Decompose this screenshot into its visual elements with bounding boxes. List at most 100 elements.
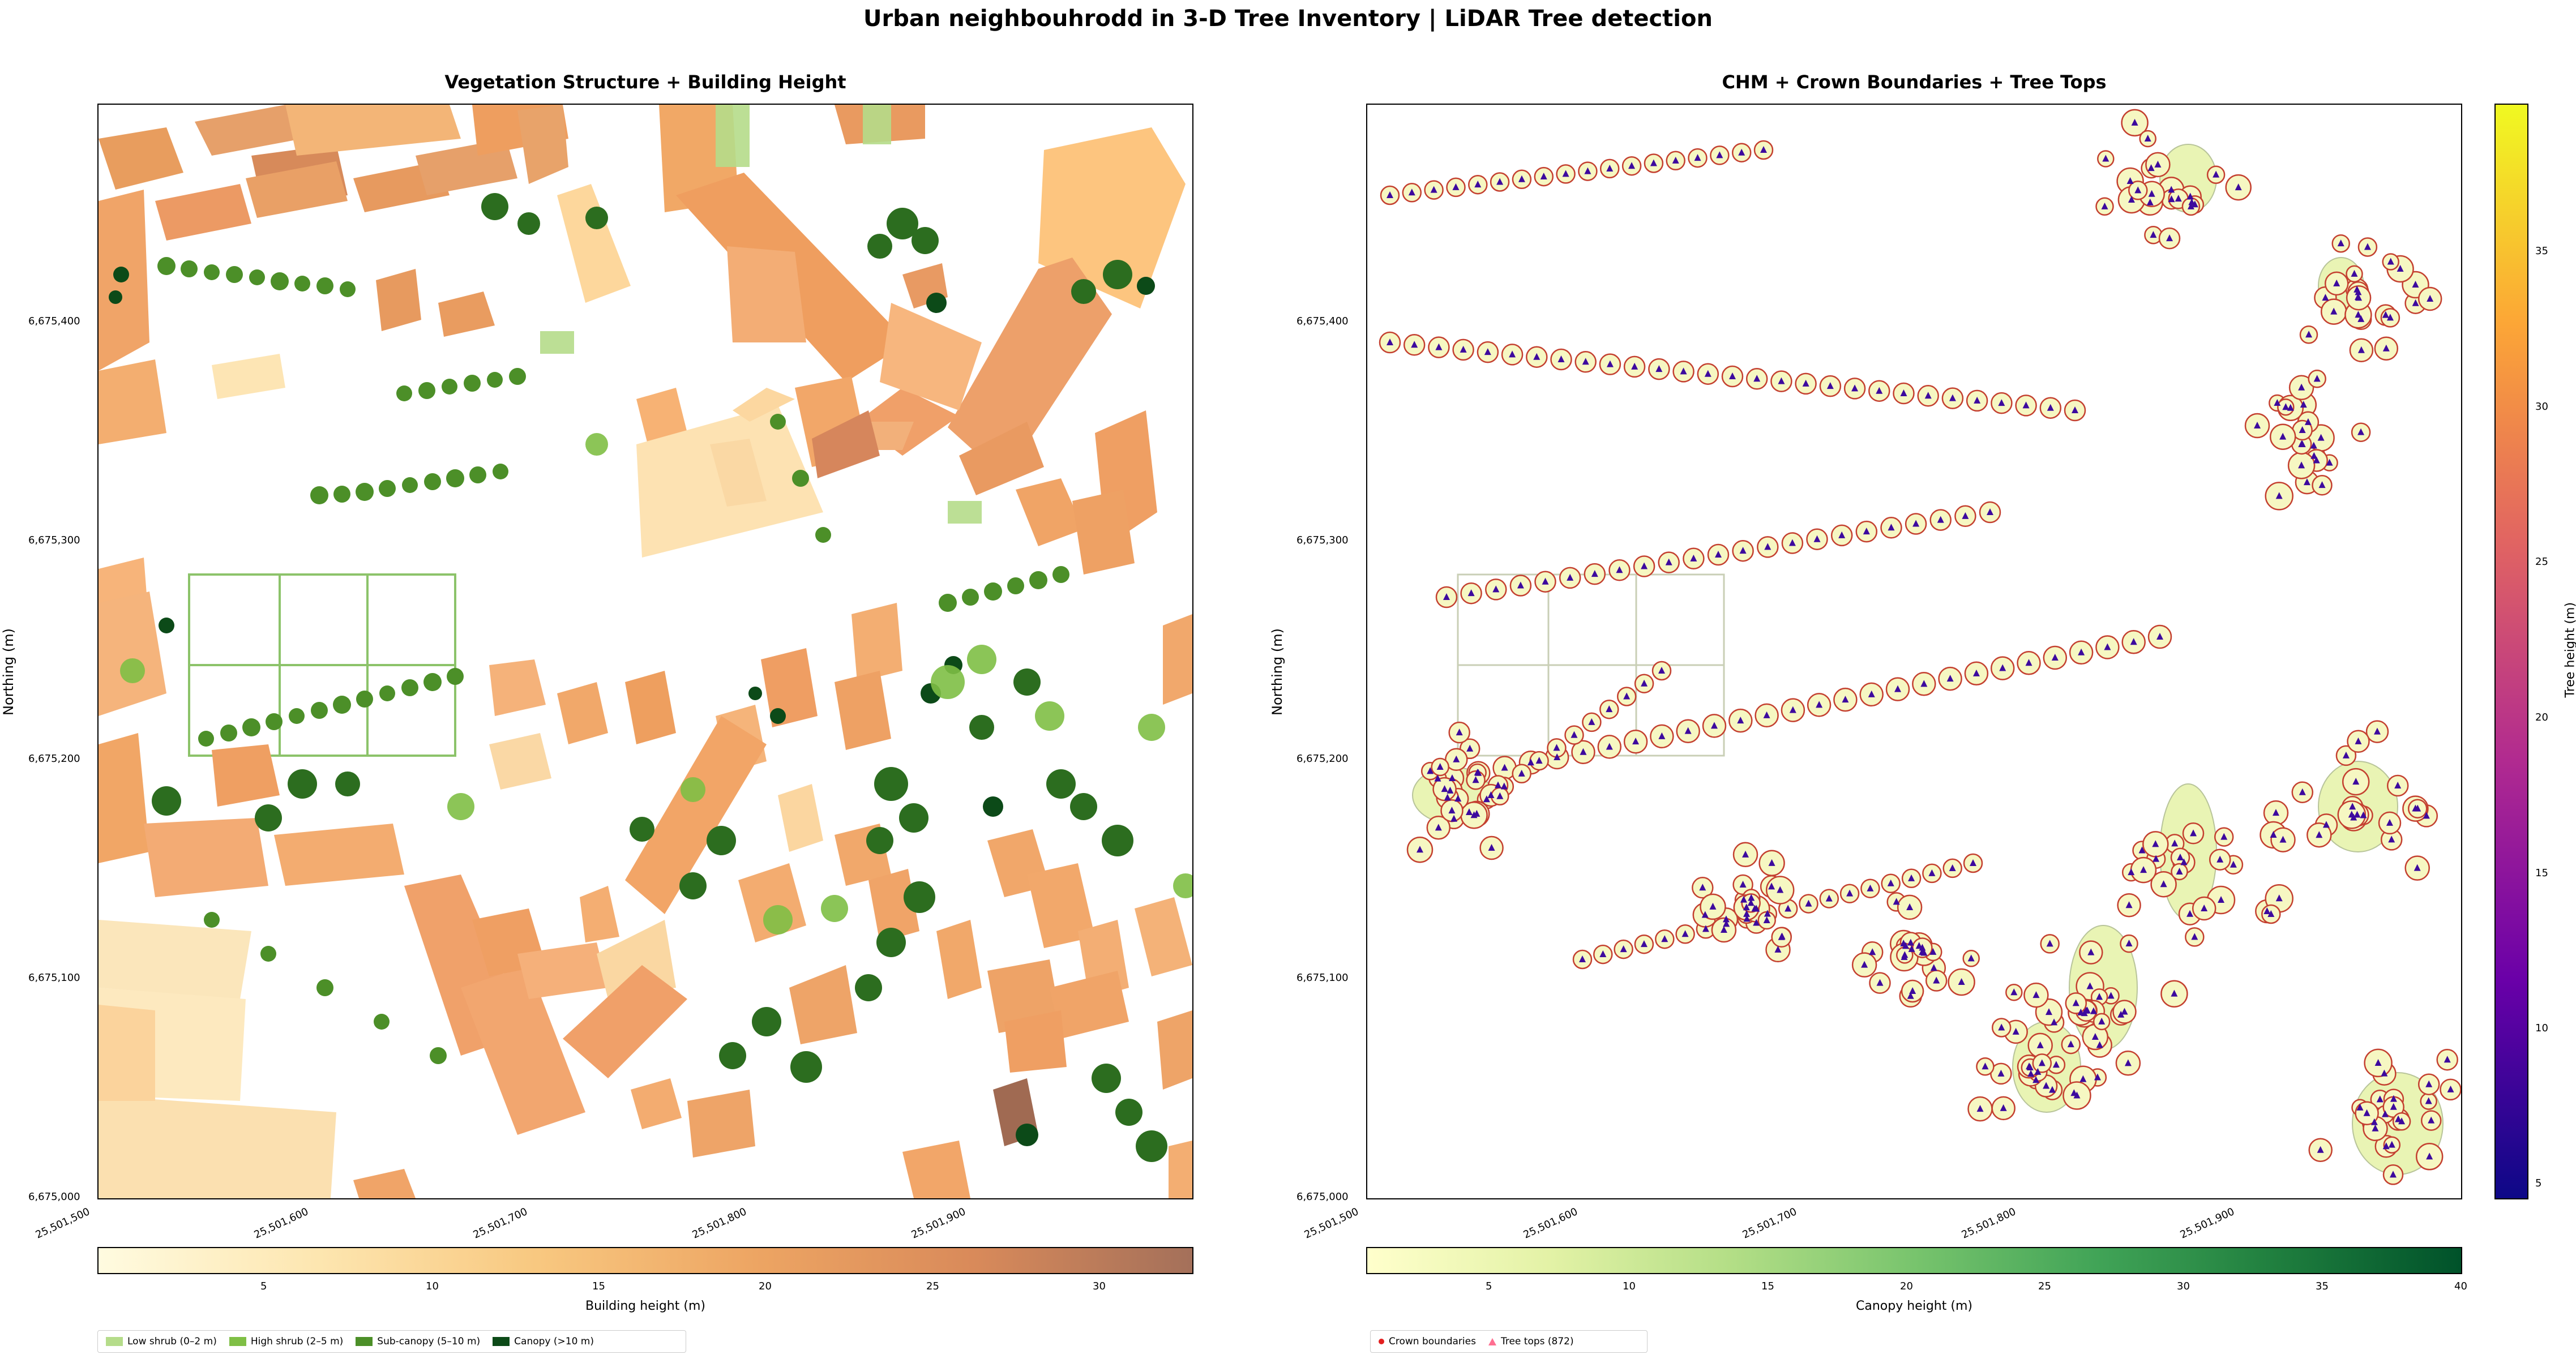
- tree-top-marker: [1435, 343, 1443, 350]
- tree-top-marker: [2168, 195, 2175, 203]
- tree-top-marker: [2146, 198, 2154, 205]
- legend-label: Crown boundaries: [1389, 1336, 1476, 1347]
- tree-top-marker: [1967, 954, 1975, 962]
- tree-top-marker: [1699, 884, 1706, 891]
- tree-top-marker: [2079, 1075, 2087, 1082]
- tree-top-marker: [1867, 884, 1874, 891]
- tree-top-marker: [1533, 353, 1541, 360]
- tree-top-marker: [1908, 874, 1915, 881]
- tree-top-marker: [1704, 370, 1711, 377]
- tree-top-marker: [1999, 664, 2006, 671]
- tree-top-marker: [2128, 195, 2135, 203]
- tree-top-marker: [1632, 738, 1640, 745]
- tree-top-marker: [2337, 239, 2344, 247]
- tree-top-marker: [2397, 264, 2404, 272]
- tree-top-marker: [1641, 679, 1648, 687]
- tree-top-marker: [2356, 1103, 2364, 1111]
- vegetation-crowns: [109, 105, 1192, 1162]
- tree-height-tick: 10: [2535, 1022, 2548, 1034]
- tree-top-marker: [1387, 191, 1393, 198]
- tree-top-marker: [2187, 202, 2194, 209]
- left-xtick: 25,501,900: [909, 1206, 968, 1241]
- tree-top-marker: [2317, 1146, 2324, 1153]
- tree-top-marker: [1920, 680, 1928, 687]
- tree-top-marker: [2355, 737, 2362, 744]
- right-ytick: 6,675,000: [1296, 1191, 1349, 1203]
- tree-top-marker: [1470, 811, 1478, 818]
- tree-top-marker: [1805, 899, 1812, 907]
- tree-top-marker: [2305, 331, 2313, 338]
- tree-top-marker: [1789, 706, 1796, 713]
- tree-top-marker: [2360, 811, 2367, 818]
- tree-top-marker: [1641, 562, 1648, 569]
- canopy-colorbar-tick: 35: [2316, 1280, 2329, 1292]
- tree-top-marker: [1450, 815, 1458, 822]
- tree-top-marker: [2279, 432, 2287, 440]
- building-colorbar-tick: 30: [1093, 1280, 1106, 1292]
- tree-top-marker: [2299, 426, 2306, 433]
- tree-top-marker: [1813, 535, 1821, 542]
- tree-top-marker: [1517, 581, 1524, 589]
- tree-top-marker: [2036, 1041, 2044, 1048]
- legend-label: High shrub (2–5 m): [250, 1336, 344, 1347]
- legend-item-crown-boundaries: Crown boundaries: [1379, 1336, 1476, 1347]
- right-xtick: 25,501,500: [1302, 1206, 1360, 1241]
- tree-top-marker: [2287, 404, 2294, 411]
- building-colorbar-tick: 10: [426, 1280, 439, 1292]
- tree-top-marker: [2423, 812, 2430, 819]
- tree-top-marker: [1449, 774, 1456, 781]
- tree-top-marker: [2310, 442, 2317, 449]
- tree-top-marker: [2201, 905, 2208, 912]
- tree-top-marker: [2213, 170, 2220, 178]
- tree-top-marker: [1466, 808, 1473, 815]
- tree-top-marker: [1650, 159, 1657, 166]
- tree-top-marker: [1962, 512, 1969, 519]
- tree-top-marker: [1739, 881, 1747, 888]
- right-xtick: 25,501,900: [2178, 1206, 2236, 1241]
- tree-top-marker: [1929, 948, 1937, 955]
- tree-top-marker: [2298, 440, 2305, 447]
- tree-top-marker: [1441, 785, 1448, 792]
- tree-top-marker: [1701, 911, 1709, 918]
- tree-top-marker: [1825, 894, 1833, 902]
- tree-top-marker: [1640, 940, 1648, 948]
- tree-top-marker: [1753, 905, 1760, 912]
- tree-top-marker: [2190, 829, 2197, 837]
- crown-legend: Crown boundaries Tree tops (872): [1370, 1330, 1648, 1353]
- tree-top-marker: [1606, 164, 1614, 172]
- tree-top-marker: [1920, 949, 1928, 956]
- tree-top-marker: [2012, 1027, 2019, 1035]
- tree-top-marker: [1861, 961, 1868, 968]
- tree-top-marker: [2078, 648, 2085, 655]
- tree-top-marker: [2176, 867, 2183, 875]
- tree-top-marker: [2342, 751, 2350, 758]
- tree-top-marker: [2176, 853, 2184, 860]
- tree-top-marker: [1628, 162, 1636, 169]
- tree-top-marker: [1900, 389, 1907, 396]
- tree-top-marker: [1863, 528, 1870, 535]
- tree-top-marker: [2299, 788, 2306, 795]
- tree-top-marker: [2096, 993, 2103, 1000]
- tree-top-marker: [1472, 776, 1479, 783]
- tree-top-marker: [2298, 383, 2305, 391]
- chm-crown-map[interactable]: [1366, 104, 2462, 1199]
- tree-top-marker: [1453, 755, 1460, 762]
- tree-top-marker: [1933, 976, 1940, 984]
- tree-top-marker: [1747, 899, 1755, 906]
- tree-top-marker: [1907, 992, 1914, 999]
- legend-swatch: [356, 1337, 373, 1346]
- tree-top-marker: [1972, 669, 1980, 676]
- tree-top-marker: [2051, 1018, 2058, 1026]
- tree-top-marker: [2355, 288, 2362, 295]
- left-y-axis-label: Northing (m): [1, 628, 16, 715]
- tree-top-marker: [1483, 795, 1490, 803]
- tree-top-marker: [1606, 705, 1613, 713]
- tree-top-marker: [1778, 377, 1785, 384]
- vegetation-building-map[interactable]: [97, 104, 1193, 1199]
- tree-top-marker: [1763, 916, 1770, 924]
- tree-top-marker: [2352, 778, 2360, 785]
- tree-top-marker: [2253, 421, 2261, 428]
- tree-top-marker: [1535, 757, 1543, 764]
- tree-top-marker: [2032, 1076, 2040, 1083]
- tree-top-marker: [2382, 344, 2390, 352]
